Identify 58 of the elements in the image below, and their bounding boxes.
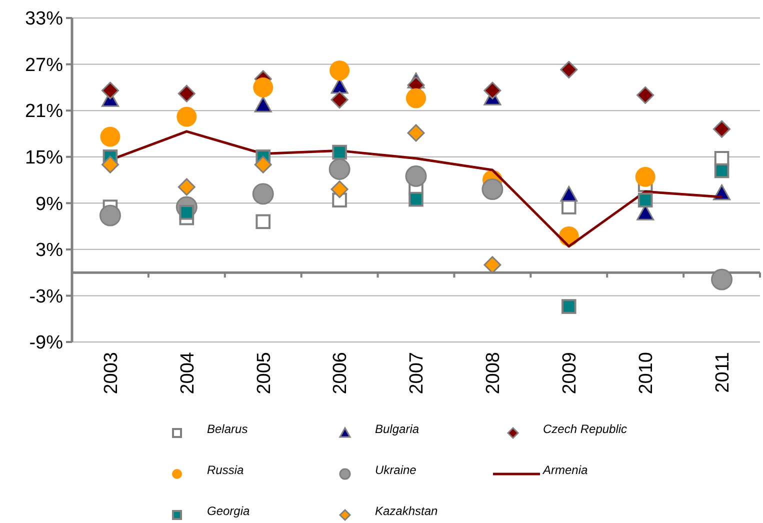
y-tick-label: -9% [29,332,64,354]
point [254,156,272,174]
point [635,166,656,187]
y-tick-label: 33% [24,8,64,30]
y-tick-label: 3% [36,240,64,262]
point [178,84,196,102]
x-tick-label: 2008 [483,352,504,394]
legend-label: Armenia [542,463,588,478]
point [101,82,119,100]
point [638,192,653,208]
point [332,144,347,160]
point [254,96,272,112]
y-tick-label: 27% [24,54,64,76]
y-tick-label: 21% [24,101,64,122]
point [714,163,730,178]
point [636,86,654,104]
legend-label: Belarus [207,422,248,436]
point [561,299,576,314]
x-tick-label: 2007 [406,352,428,394]
x-tick-label: 2011 [712,352,734,393]
x-tick-label: 2003 [100,352,122,394]
point [482,178,504,200]
legend-label: Kazakhstan [375,504,438,518]
point [178,178,196,196]
point [407,124,425,142]
point [408,192,424,207]
point [560,186,578,202]
point [484,256,502,274]
y-tick-label: -3% [29,286,64,308]
point [560,60,578,78]
legend-label: Bulgaria [375,422,420,436]
point [253,77,274,98]
x-tick-label: 2004 [177,352,198,394]
point [405,165,427,187]
point [328,158,350,180]
point [406,88,426,108]
point [330,60,350,80]
legend-label: Georgia [207,504,250,518]
x-tick-label: 2006 [330,352,352,394]
point [99,204,121,226]
legend-label: Russia [207,463,244,478]
point [330,91,348,109]
point [330,180,348,198]
point [176,106,197,127]
point [484,82,502,100]
legend-label: Ukraine [375,463,417,478]
point [101,156,119,174]
point [711,268,733,290]
legend-label: Czech Republic [543,422,628,436]
x-tick-label: 2009 [560,352,581,394]
point [713,120,731,138]
point [252,183,274,205]
point [256,214,271,230]
point [100,126,120,147]
y-tick-label: 15% [24,148,64,169]
x-tick-label: 2005 [254,352,275,394]
y-tick-label: 9% [36,194,64,215]
x-tick-label: 2010 [636,352,657,394]
